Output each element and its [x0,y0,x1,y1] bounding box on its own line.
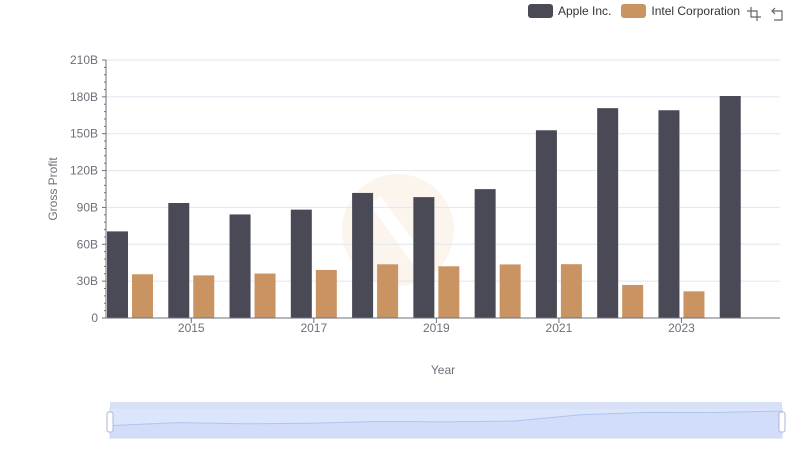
y-tick-label: 90B [77,200,98,214]
y-axis: 0 30B 60B 90B 120B 150B 180B 210B [70,53,107,325]
bar-intel-2020 [499,264,521,318]
bar-apple-2022 [597,108,619,318]
y-tick-label: 60B [77,237,98,251]
legend: Apple Inc. Intel Corporation [528,4,742,18]
zoom-icon[interactable] [746,6,762,22]
bar-intel-2022 [622,284,644,318]
x-tick-label: 2015 [178,321,205,335]
data-zoom-window [110,408,782,438]
y-tick-label: 0 [91,311,98,325]
y-tick-label: 120B [70,164,98,178]
x-tick-label: 2021 [546,321,573,335]
bar-intel-2021 [560,264,582,318]
legend-swatch-intel [621,4,647,18]
data-zoom-handle-left[interactable] [106,411,114,433]
y-tick-label: 210B [70,53,98,67]
bar-intel-2014 [132,274,153,318]
bar-intel-2019 [438,266,460,318]
bar-intel-2018 [377,264,399,318]
x-tick-label: 2019 [423,321,450,335]
y-axis-title: Gross Profit [46,157,60,221]
bar-apple-2021 [535,130,557,318]
bar-apple-2016 [229,214,251,318]
bar-intel-2023 [683,291,705,318]
legend-label-apple: Apple Inc. [558,4,612,18]
restore-icon[interactable] [770,6,786,22]
y-tick-label: 150B [70,127,98,141]
bar-apple-2020 [474,189,496,318]
legend-item-apple[interactable]: Apple Inc. [528,4,611,18]
data-zoom-slider[interactable] [106,402,786,439]
bar-apple-2017 [290,209,312,318]
x-axis: 2015 2017 2019 2021 2023 [106,317,780,335]
x-axis-title: Year [431,363,455,377]
bar-apple-2014 [107,231,128,318]
data-zoom-handle-right[interactable] [778,411,786,433]
x-tick-label: 2023 [668,321,695,335]
bar-apple-2018 [352,192,374,318]
data-zoom-top-bar [110,402,782,408]
y-tick-label: 180B [70,90,98,104]
legend-label-intel: Intel Corporation [651,4,741,18]
bar-intel-2017 [315,269,337,318]
toolbox [746,6,786,22]
bar-intel-2016 [254,273,276,318]
y-tick-label: 30B [77,274,98,288]
legend-item-intel[interactable]: Intel Corporation [621,4,740,18]
bar-apple-2024 [719,95,741,318]
bar-intel-2015 [193,275,215,318]
bar-apple-2019 [413,197,435,318]
bar-apple-2023 [658,110,680,319]
legend-swatch-apple [528,4,553,18]
bars [107,95,741,319]
bar-apple-2015 [168,203,190,318]
x-tick-label: 2017 [300,321,327,335]
